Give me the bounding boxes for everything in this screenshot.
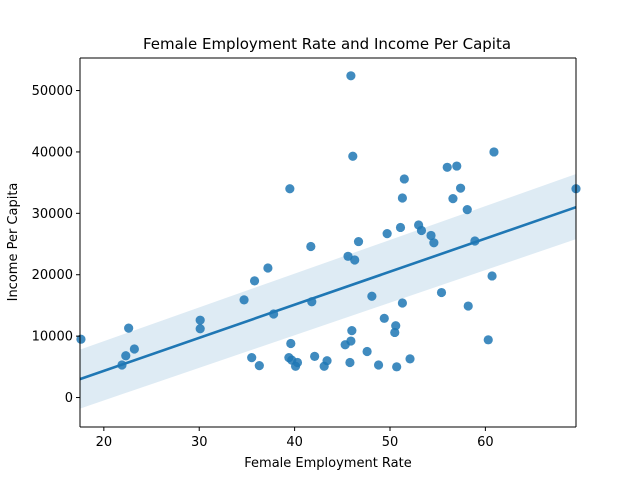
data-point-1 [76,334,86,344]
data-point-19 [292,357,303,368]
data-point-10 [249,276,260,286]
data-point-45 [399,174,409,184]
x-tick-label: 50 [382,435,399,450]
data-point-30 [347,326,357,336]
data-point-41 [392,362,402,372]
y-tick-label: 40000 [32,145,73,160]
data-point-8 [239,295,249,305]
data-point-44 [397,298,407,308]
data-point-34 [362,346,372,357]
data-point-42 [395,222,406,233]
y-axis-label: Income Per Capita [6,183,21,302]
data-point-49 [426,230,436,241]
data-point-48 [416,225,427,236]
data-point-57 [463,301,473,311]
data-point-31 [348,151,358,161]
x-tick-label: 40 [286,435,303,450]
data-point-38 [382,228,392,239]
x-tick-label: 30 [191,435,208,450]
data-point-33 [353,236,364,247]
data-point-60 [487,271,497,281]
data-point-35 [367,291,377,301]
data-point-7 [195,324,205,334]
data-point-3 [121,351,131,361]
data-point-54 [452,161,462,171]
data-point-59 [483,335,493,345]
data-point-55 [455,183,466,193]
x-axis-ticks: 20 30 40 50 60 [96,427,494,450]
data-point-56 [462,205,472,215]
chart-title: Female Employment Rate and Income Per Ca… [143,35,511,53]
y-tick-label: 50000 [32,84,73,99]
data-point-4 [124,323,134,333]
y-tick-label: 10000 [32,330,73,345]
data-point-37 [379,313,389,323]
data-point-5 [129,344,139,354]
data-point-40 [391,321,401,331]
data-point-24 [322,356,332,366]
data-point-9 [247,353,257,363]
data-point-39 [390,327,400,338]
data-point-32 [350,255,360,265]
x-tick-label: 60 [477,435,494,450]
data-point-51 [436,287,447,298]
data-point-36 [373,360,384,370]
data-point-15 [285,184,295,194]
data-point-27 [345,357,355,368]
data-point-20 [306,241,316,252]
data-point-61 [489,147,499,157]
data-point-52 [442,162,452,172]
x-tick-label: 20 [96,435,113,450]
y-tick-label: 30000 [32,207,73,222]
y-axis-ticks: 0 10000 20000 30000 40000 50000 [32,84,80,406]
data-point-16 [286,338,296,349]
plot-area [76,58,581,427]
data-point-29 [346,336,356,346]
axes: 20 30 40 50 60 0 10000 20000 30000 40000 50000 [32,57,577,450]
data-point-11 [254,361,264,371]
confidence-band [80,174,576,409]
data-point-22 [310,351,320,361]
data-point-6 [195,315,205,325]
data-point-12 [263,263,273,273]
data-point-46 [405,354,415,364]
x-axis-label: Female Employment Rate [244,456,411,471]
y-tick-label: 20000 [32,268,73,283]
data-point-43 [397,193,407,203]
y-tick-label: 0 [65,391,73,406]
data-point-28 [346,71,356,81]
data-point-53 [448,194,458,204]
regression-line [79,205,577,381]
data-point-50 [429,238,439,248]
